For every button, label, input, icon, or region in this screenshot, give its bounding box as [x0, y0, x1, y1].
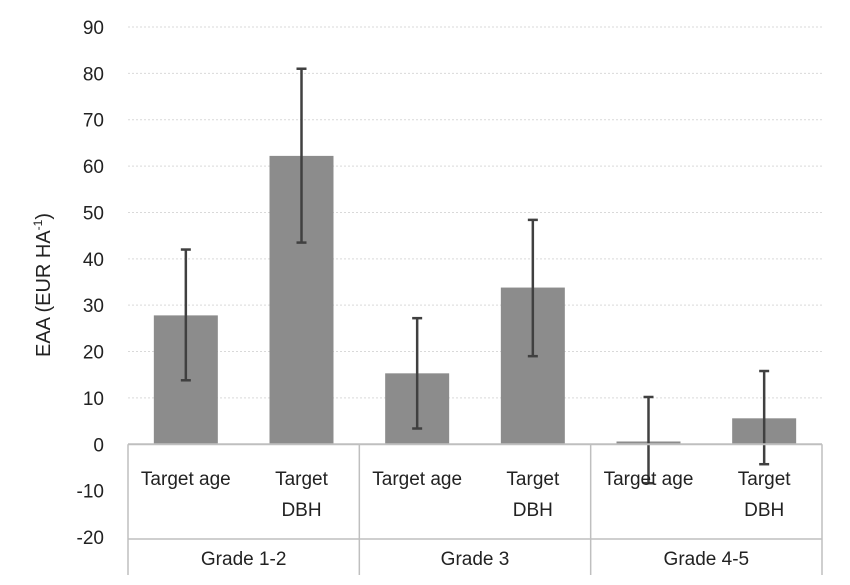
category-label: Target age: [604, 469, 694, 490]
category-label: Target DBH: [506, 469, 560, 521]
error-bars: [180, 67, 770, 485]
y-tick-label: 10: [83, 389, 104, 410]
group-labels: Grade 1-2 Grade 3 Grade 4-5: [201, 549, 749, 570]
y-axis-title: EAA (EUR HA-1): [31, 213, 55, 357]
group-label: Grade 4-5: [664, 549, 750, 570]
group-label: Grade 1-2: [201, 549, 287, 570]
y-tick-label: 20: [83, 343, 104, 364]
y-tick-label: 60: [83, 157, 104, 178]
category-labels: Target age Target DBH Target age Target DBH Ta…: [141, 469, 791, 521]
y-tick-label: 90: [83, 18, 104, 39]
y-tick-label: 40: [83, 250, 104, 271]
bars: [153, 155, 797, 445]
y-tick-label: 30: [83, 296, 104, 317]
group-label: Grade 3: [441, 549, 510, 570]
y-tick-label: -10: [77, 482, 104, 503]
y-tick-labels: 90 80 70 60 50 40 30 20 10 0 -10 -20: [77, 18, 104, 549]
gridlines: [128, 26, 822, 399]
category-label: Target DBH: [275, 469, 329, 521]
axes: [127, 443, 823, 575]
category-label: Target age: [372, 469, 462, 490]
y-tick-label: 80: [83, 64, 104, 85]
category-label: Target DBH: [738, 469, 792, 521]
y-tick-label: 70: [83, 111, 104, 132]
y-tick-label: 0: [93, 435, 104, 456]
category-label: Target age: [141, 469, 231, 490]
y-tick-label: -20: [77, 528, 104, 549]
y-tick-label: 50: [83, 203, 104, 224]
